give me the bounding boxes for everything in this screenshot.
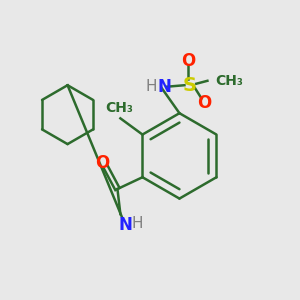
Text: S: S [183, 76, 197, 95]
Text: CH₃: CH₃ [215, 74, 243, 88]
Text: O: O [181, 52, 195, 70]
Text: N: N [157, 78, 171, 96]
Text: N: N [119, 215, 133, 233]
Text: H: H [146, 79, 157, 94]
Text: O: O [96, 154, 110, 172]
Text: H: H [132, 215, 143, 230]
Text: CH₃: CH₃ [105, 101, 133, 115]
Text: O: O [197, 94, 211, 112]
